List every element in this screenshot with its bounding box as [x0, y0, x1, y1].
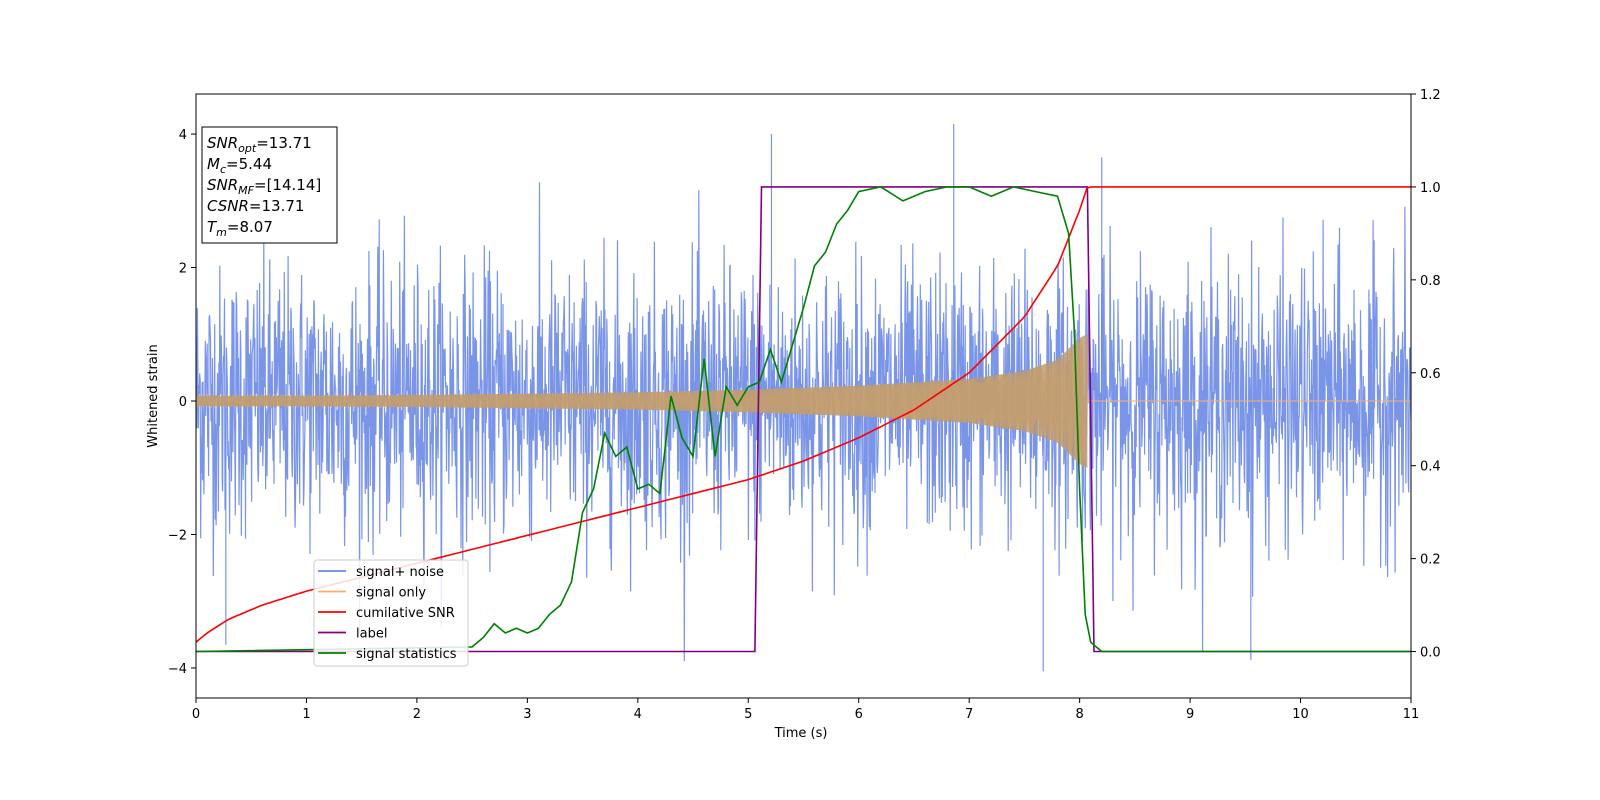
y-right-tick-label: 0.6: [1420, 367, 1441, 382]
annotation-line: Mc=5.44: [207, 155, 272, 176]
y-left-tick-label: 0: [179, 395, 187, 410]
legend-frame: [313, 559, 469, 667]
legend-entry: cumilative SNR: [356, 606, 455, 621]
x-tick-label: 0: [192, 707, 200, 722]
x-tick-label: 5: [744, 707, 752, 722]
plot-frame: [195, 93, 1412, 699]
y-left-tick-label: 2: [179, 262, 187, 277]
y-left-tick-label: −2: [168, 528, 187, 543]
legend-entry: signal statistics: [356, 647, 457, 662]
y-right-tick-label: 0.2: [1420, 553, 1441, 568]
x-tick-label: 10: [1292, 707, 1309, 722]
annotation-line: CSNR=13.71: [207, 197, 304, 215]
y-right-tick-label: 0.0: [1420, 646, 1441, 661]
annotation-frame: [201, 126, 338, 244]
x-tick-label: 8: [1075, 707, 1083, 722]
y-left-tick-label: 4: [179, 128, 187, 143]
x-tick-label: 7: [965, 707, 973, 722]
y-right-tick-label: 1.2: [1420, 88, 1441, 103]
legend-entry: signal only: [356, 586, 426, 601]
legend-entry: label: [356, 627, 387, 642]
y-right-tick-label: 0.8: [1420, 274, 1441, 289]
y-left-tick-label: −4: [168, 662, 187, 677]
y-axis-right: 0.0 0.2 0.4 0.6 0.8 1.0 1.2: [1411, 88, 1441, 661]
x-tick-label: 11: [1403, 707, 1420, 722]
plot-area: [196, 124, 1411, 672]
x-tick-label: 3: [523, 707, 531, 722]
x-axis: 0 1 2 3 4 5 6 7 8 9 10 11: [192, 698, 1419, 722]
parameter-annotation-box: SNRopt=13.71Mc=5.44SNRMF=[14.14]CSNR=13.…: [201, 126, 338, 244]
x-tick-label: 4: [634, 707, 642, 722]
annotation-line: SNRMF=[14.14]: [207, 176, 321, 197]
y-right-tick-label: 0.4: [1420, 460, 1441, 475]
annotation-line: SNRopt=13.71: [207, 134, 312, 155]
x-tick-label: 2: [413, 707, 421, 722]
legend: signal+ noise signal only cumilative SNR la…: [313, 559, 469, 667]
series-signal-only-envelope: [196, 334, 1088, 468]
x-tick-label: 6: [855, 707, 863, 722]
annotation-line: Tm=8.07: [207, 218, 273, 239]
series-signal-statistics-line: [196, 186, 1411, 653]
y-axis-left: −4 −2 0 2 4: [168, 128, 196, 677]
legend-entry: signal+ noise: [356, 565, 444, 580]
x-tick-label: 1: [302, 707, 310, 722]
y-right-tick-label: 1.0: [1420, 181, 1441, 196]
x-axis-label: Time (s): [774, 726, 828, 741]
y-axis-label: Whitened strain: [146, 344, 161, 447]
x-tick-label: 9: [1186, 707, 1194, 722]
